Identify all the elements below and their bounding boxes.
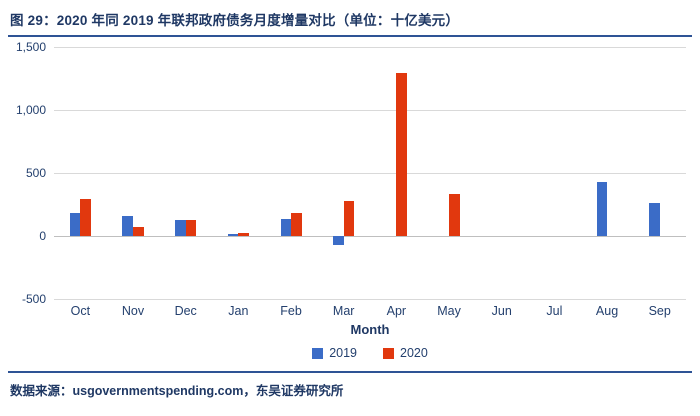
x-tick-label-dec: Dec [174, 304, 197, 318]
bar-group-feb [265, 47, 318, 299]
x-axis: Oct Nov Dec Jan Feb Mar Apr May Jun Jul Aug Sep [54, 304, 686, 318]
gridline [54, 235, 686, 237]
bar-2019-mar [333, 236, 344, 246]
gridline [54, 46, 686, 48]
bar-2019-dec [175, 219, 186, 236]
bar-2020-apr [396, 73, 407, 236]
y-tick-label: 1,000 [15, 103, 46, 117]
bar-2019-aug [596, 181, 608, 236]
x-tick-label-feb: Feb [280, 304, 302, 318]
bar-group-mar [317, 47, 370, 299]
bar-2019-oct [69, 212, 81, 236]
x-tick-label-oct: Oct [70, 304, 91, 318]
gridline [54, 109, 686, 111]
y-tick-label: -500 [21, 292, 46, 306]
bar-2020-may [449, 194, 460, 236]
x-tick-label-may: May [437, 304, 461, 318]
bar-group-apr [370, 47, 423, 299]
footer-divider [8, 371, 692, 373]
data-source: 数据来源：usgovernmentspending.com，东吴证券研究所 [10, 384, 344, 398]
x-axis-title: Month [350, 322, 390, 337]
x-tick-label-sep: Sep [648, 304, 671, 318]
legend-item-2020: 2020 [383, 346, 428, 360]
bar-group-aug [581, 47, 634, 299]
bar-2020-oct [80, 199, 91, 236]
gridline [54, 298, 686, 300]
y-tick-label: 0 [39, 229, 46, 243]
bar-chart: 1,500 1,000 500 0 -500 Oct Nov Dec Jan Feb Mar Apr… [0, 40, 700, 360]
x-tick-label-apr: Apr [386, 304, 407, 318]
plot-wrap: 1,500 1,000 500 0 -500 [6, 40, 686, 306]
figure-title: 图 29：2020 年同 2019 年联邦政府债务月度增量对比（单位：十亿美元） [10, 13, 460, 28]
x-tick-label-jun: Jun [491, 304, 512, 318]
legend-label-2020: 2020 [400, 346, 428, 360]
bar-2020-jan [238, 233, 249, 236]
bar-2019-feb [280, 218, 292, 236]
bar-group-jun [475, 47, 528, 299]
x-tick-label-aug: Aug [595, 304, 619, 318]
bar-2020-dec [185, 219, 197, 236]
legend-item-2019: 2019 [312, 346, 357, 360]
bar-group-jul [528, 47, 581, 299]
x-tick-label-jul: Jul [546, 304, 563, 318]
bar-group-may [423, 47, 476, 299]
title-divider [8, 35, 692, 37]
bar-2020-mar [343, 201, 355, 236]
bar-group-jan [212, 47, 265, 299]
x-tick-label-nov: Nov [121, 304, 145, 318]
x-tick-label-mar: Mar [332, 304, 355, 318]
x-tick-label-jan: Jan [228, 304, 249, 318]
bar-2019-sep [649, 203, 660, 236]
bar-group-sep [633, 47, 686, 299]
legend-label-2019: 2019 [329, 346, 357, 360]
legend: 2019 2020 [54, 346, 686, 360]
bar-2019-jan [227, 234, 239, 236]
bars-layer [54, 47, 686, 299]
gridline [54, 172, 686, 174]
y-tick-label: 500 [25, 166, 46, 180]
plot-area [54, 46, 686, 300]
bar-2020-feb [291, 213, 302, 236]
bar-group-oct [54, 47, 107, 299]
bar-2019-nov [122, 216, 134, 236]
bar-2020-nov [133, 227, 144, 236]
legend-swatch-2020 [383, 347, 394, 359]
y-axis: 1,500 1,000 500 0 -500 [6, 40, 54, 306]
y-tick-label: 1,500 [15, 40, 46, 54]
bar-group-dec [159, 47, 212, 299]
bar-group-nov [107, 47, 160, 299]
legend-swatch-2019 [312, 347, 324, 359]
